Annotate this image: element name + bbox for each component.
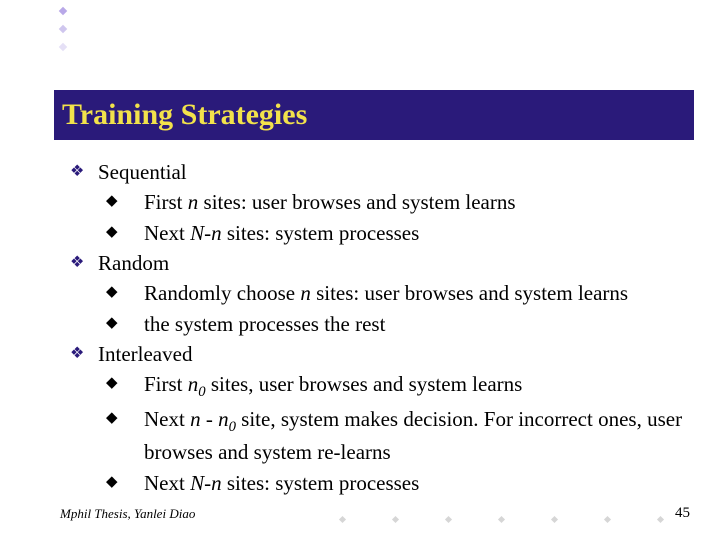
- sub-list-item: ◆Next N-n sites: system processes: [106, 469, 690, 497]
- deco-dot-icon: [59, 7, 67, 15]
- shadow-dot-icon: [551, 516, 558, 523]
- square-bullet-icon: ◆: [106, 188, 144, 215]
- list-item: ❖Interleaved: [70, 340, 690, 368]
- diamond-bullet-icon: ❖: [70, 158, 98, 186]
- square-bullet-icon: ◆: [106, 469, 144, 496]
- sub-list-item: ◆First n0 sites, user browses and system…: [106, 370, 690, 403]
- square-bullet-icon: ◆: [106, 310, 144, 337]
- sub-list-item-text: First n sites: user browses and system l…: [144, 188, 690, 216]
- sub-list-item: ◆the system processes the rest: [106, 310, 690, 338]
- shadow-dot-icon: [604, 516, 611, 523]
- shadow-dot-icon: [392, 516, 399, 523]
- title-bar: Training Strategies: [54, 90, 694, 140]
- diamond-bullet-icon: ❖: [70, 249, 98, 277]
- list-item: ❖Sequential: [70, 158, 690, 186]
- shadow-dot-icon: [445, 516, 452, 523]
- shadow-dot-icon: [498, 516, 505, 523]
- shadow-dot-icon: [339, 516, 346, 523]
- list-item-label: Sequential: [98, 158, 690, 186]
- sub-list-item: ◆Next n - n0 site, system makes decision…: [106, 405, 690, 466]
- list-item-label: Random: [98, 249, 690, 277]
- sub-list-item-text: First n0 sites, user browses and system …: [144, 370, 690, 403]
- list-item: ❖Random: [70, 249, 690, 277]
- list-item-label: Interleaved: [98, 340, 690, 368]
- square-bullet-icon: ◆: [106, 405, 144, 432]
- sub-list-item-text: Next n - n0 site, system makes decision.…: [144, 405, 690, 466]
- sub-list-item-text: Next N-n sites: system processes: [144, 219, 690, 247]
- footer-text: Mphil Thesis, Yanlei Diao: [60, 506, 195, 522]
- square-bullet-icon: ◆: [106, 219, 144, 246]
- sub-list-item: ◆First n sites: user browses and system …: [106, 188, 690, 216]
- shadow-dot-icon: [657, 516, 664, 523]
- deco-dot-icon: [59, 43, 67, 51]
- page-number: 45: [675, 505, 690, 522]
- sub-list-item: ◆Next N-n sites: system processes: [106, 219, 690, 247]
- square-bullet-icon: ◆: [106, 279, 144, 306]
- sub-list-item-text: the system processes the rest: [144, 310, 690, 338]
- slide-title: Training Strategies: [62, 98, 307, 132]
- footer-decoration: [340, 517, 663, 522]
- diamond-bullet-icon: ❖: [70, 340, 98, 368]
- deco-dot-icon: [59, 25, 67, 33]
- sub-list-item: ◆Randomly choose n sites: user browses a…: [106, 279, 690, 307]
- sub-list-item-text: Randomly choose n sites: user browses an…: [144, 279, 690, 307]
- slide: Training Strategies ❖Sequential◆First n …: [0, 0, 720, 540]
- content-area: ❖Sequential◆First n sites: user browses …: [70, 158, 690, 499]
- square-bullet-icon: ◆: [106, 370, 144, 397]
- sub-list-item-text: Next N-n sites: system processes: [144, 469, 690, 497]
- corner-decoration: [60, 8, 66, 50]
